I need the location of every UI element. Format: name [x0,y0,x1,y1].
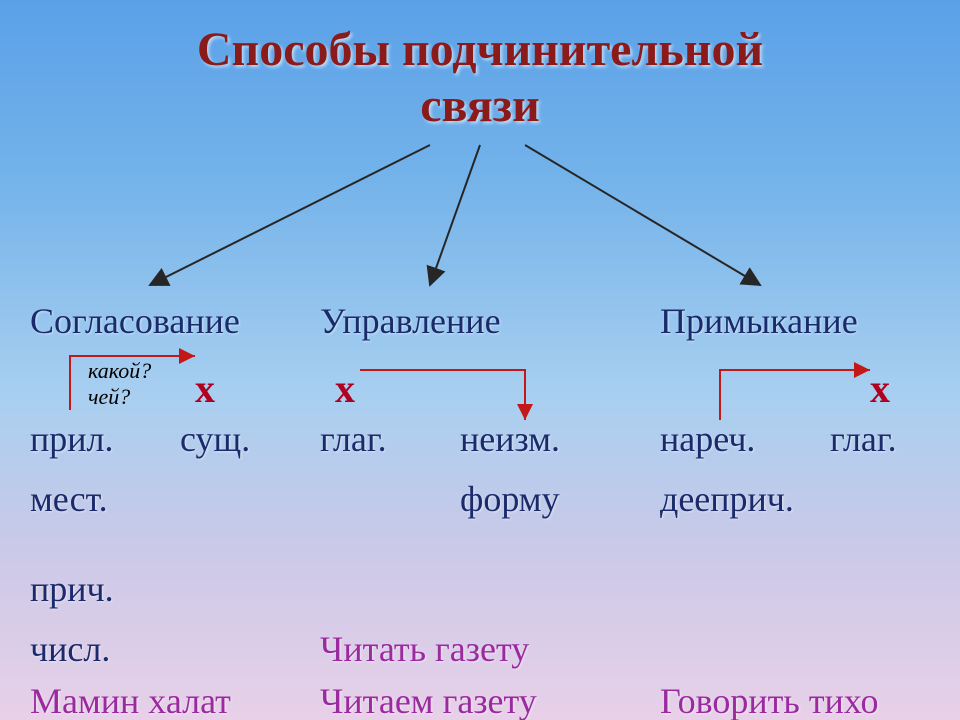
example-left: Мамин халат [30,680,231,720]
pos-mid-0: глаг. [320,418,387,460]
pos-mid-2: форму [460,478,560,520]
title-line-1: Способы подчинительной [0,22,960,77]
pos-right-2: дееприч. [660,478,794,520]
example-mid-0: Читать газету [320,628,529,670]
pos-left-1: сущ. [180,418,250,460]
x-mark-mid: х [335,365,355,412]
q-label-chey: чей? [88,384,130,410]
example-mid-1: Читаем газету [320,680,537,720]
pos-right-0: нареч. [660,418,755,460]
title-line-2: связи [0,78,960,133]
pos-right-1: глаг. [830,418,897,460]
arrow-to-left [150,145,430,285]
mid-bracket [360,370,525,420]
right-bracket [720,370,870,420]
heading-government: Управление [320,300,501,342]
arrow-to-right [525,145,760,285]
pos-left-0: прил. [30,418,114,460]
arrow-to-mid [430,145,480,285]
q-label-kakoy: какой? [88,358,151,384]
pos-mid-1: неизм. [460,418,560,460]
pos-left-3: прич. [30,568,114,610]
heading-agreement: Согласование [30,300,240,342]
heading-adjunction: Примыкание [660,300,858,342]
pos-left-2: мест. [30,478,108,520]
pos-left-4: числ. [30,628,110,670]
example-right: Говорить тихо [660,680,878,720]
x-mark-left: х [195,365,215,412]
x-mark-right: х [870,365,890,412]
